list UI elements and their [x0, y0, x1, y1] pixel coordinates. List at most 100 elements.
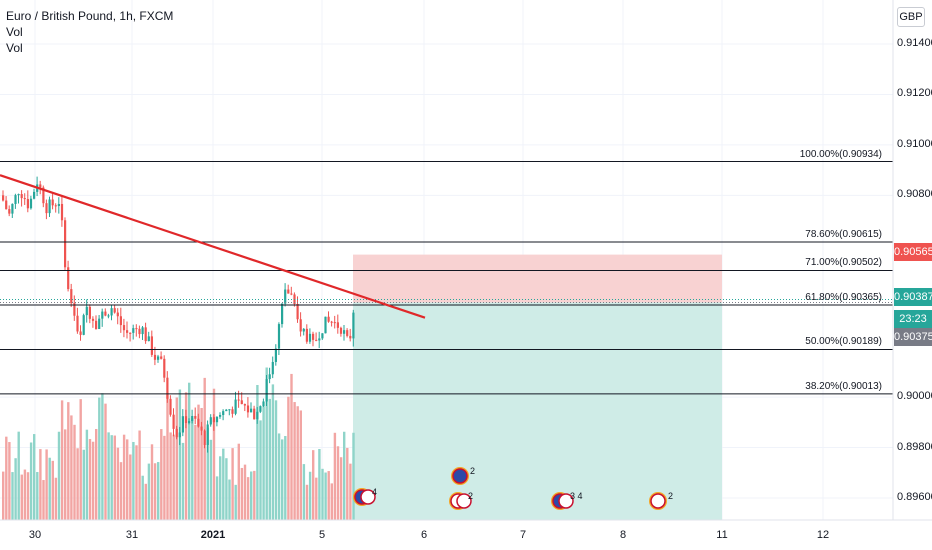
- candle-body: [290, 293, 293, 295]
- currency-button[interactable]: GBP: [897, 7, 925, 27]
- countdown-tag: 23:23: [894, 310, 932, 328]
- volume-bar: [135, 445, 138, 520]
- candle-body: [126, 330, 129, 333]
- price-axis-label: 0.89600: [897, 491, 932, 503]
- event-count: 2: [470, 466, 475, 476]
- candle-body: [101, 311, 104, 319]
- time-axis-label: 12: [816, 529, 830, 541]
- volume-bar: [225, 458, 228, 520]
- candle-body: [116, 312, 119, 317]
- candle-body: [312, 333, 315, 340]
- fib-level-label: 61.80%(0.90365): [805, 292, 882, 304]
- volume-bar: [91, 441, 95, 520]
- volume-bar: [181, 442, 185, 520]
- volume-bar: [293, 402, 296, 520]
- candle-body: [33, 191, 36, 199]
- volume-bar: [312, 450, 315, 520]
- candle-body: [29, 198, 33, 209]
- fib-level-label: 78.60%(0.90615): [805, 228, 882, 240]
- volume-bar: [23, 469, 27, 520]
- volume-bar: [299, 410, 302, 520]
- candle-body: [14, 195, 17, 204]
- candle-body: [26, 199, 29, 209]
- volume-bar: [141, 475, 144, 520]
- volume-bar: [352, 432, 355, 520]
- candle-body: [150, 336, 153, 355]
- candle-body: [129, 332, 132, 334]
- volume-bar: [281, 439, 284, 520]
- volume-bar: [324, 472, 327, 520]
- candle-body: [141, 327, 144, 335]
- candle-body: [200, 426, 203, 431]
- volume-indicator-label[interactable]: Vol: [6, 25, 23, 39]
- volume-bar: [42, 480, 45, 520]
- volume-bar: [51, 460, 54, 520]
- volume-bar: [228, 479, 231, 520]
- volume-bar: [184, 392, 188, 520]
- volume-bar: [231, 448, 234, 520]
- volume-bar: [188, 382, 191, 520]
- candle-body: [237, 399, 240, 401]
- candle-body: [67, 267, 70, 290]
- candle-body: [250, 408, 253, 413]
- position-zones: [353, 254, 722, 520]
- volume-bar: [101, 393, 104, 520]
- candle-body: [318, 338, 321, 341]
- volume-bar: [222, 448, 225, 520]
- candle-body: [169, 398, 172, 415]
- volume-bar: [88, 439, 92, 520]
- volume-bar: [76, 448, 79, 520]
- candle-body: [48, 199, 51, 214]
- candle-body: [274, 348, 277, 362]
- volume-bar: [287, 396, 290, 520]
- volume-bar: [172, 434, 175, 520]
- volume-bar: [175, 397, 178, 520]
- symbol-title[interactable]: Euro / British Pound, 1h, FXCM: [6, 9, 174, 23]
- volume-bar: [73, 424, 76, 520]
- candle-body: [181, 416, 184, 433]
- volume-bar: [54, 477, 58, 520]
- volume-bar: [346, 447, 349, 520]
- candle-body: [98, 318, 101, 329]
- volume-bar: [147, 463, 151, 520]
- candle-body: [228, 409, 231, 411]
- volume-bar: [82, 449, 85, 520]
- volume-bar: [262, 406, 265, 520]
- volume-bar: [209, 439, 213, 520]
- candle-body: [57, 203, 60, 207]
- candle-body: [147, 336, 150, 342]
- candle-body: [296, 303, 299, 320]
- volume-bar: [95, 428, 98, 520]
- candle-body: [113, 308, 116, 313]
- candle-body: [197, 418, 200, 427]
- volume-bar: [67, 402, 70, 520]
- volume-bar: [126, 439, 129, 520]
- stop-price-tag: 0.90565: [894, 243, 932, 261]
- volume-bar: [305, 484, 309, 520]
- volume-bar: [45, 449, 48, 520]
- candle-body: [82, 315, 85, 335]
- time-axis-label: 6: [420, 529, 428, 541]
- stop-loss-zone: [353, 254, 722, 303]
- stop-price-text: 0.90565: [894, 246, 932, 258]
- volume-bar: [336, 446, 340, 520]
- time-axis-label: 31: [125, 529, 139, 541]
- candle-body: [119, 316, 122, 326]
- candle-body: [11, 203, 14, 214]
- candle-body: [336, 322, 339, 328]
- entry-price-text: 0.90375: [894, 331, 932, 343]
- event-marker: 2: [649, 491, 673, 510]
- candle-body: [153, 354, 157, 360]
- candle-body: [339, 327, 343, 334]
- volume-bar: [296, 406, 299, 520]
- volume-indicator-label-2[interactable]: Vol: [6, 41, 23, 55]
- candle-body: [225, 409, 228, 412]
- candle-body: [132, 328, 135, 333]
- time-axis-label: 8: [619, 529, 627, 541]
- event-marker: 4: [353, 487, 377, 506]
- volume-bar: [5, 436, 8, 520]
